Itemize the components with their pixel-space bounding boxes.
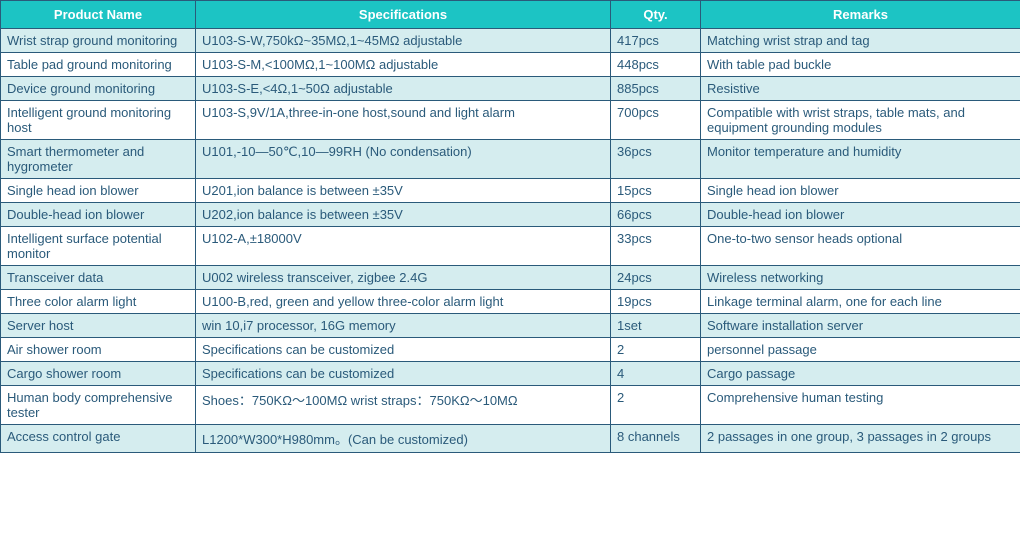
table-row: Intelligent ground monitoring hostU103-S… [1,101,1020,140]
cell-rem: Resistive [701,77,1020,101]
cell-qty: 36pcs [611,140,701,179]
cell-qty: 66pcs [611,203,701,227]
table-row: Air shower roomSpecifications can be cus… [1,338,1020,362]
cell-qty: 2 [611,386,701,425]
cell-name: Intelligent surface potential monitor [1,227,196,266]
cell-spec: Specifications can be customized [196,338,611,362]
table-row: Single head ion blowerU201,ion balance i… [1,179,1020,203]
cell-qty: 700pcs [611,101,701,140]
cell-spec: U103-S,9V/1A,three-in-one host,sound and… [196,101,611,140]
table-row: Device ground monitoringU103-S-E,<4Ω,1~5… [1,77,1020,101]
cell-name: Smart thermometer and hygrometer [1,140,196,179]
table-row: Wrist strap ground monitoringU103-S-W,75… [1,29,1020,53]
col-header-qty: Qty. [611,1,701,29]
cell-spec: Specifications can be customized [196,362,611,386]
cell-qty: 2 [611,338,701,362]
cell-name: Server host [1,314,196,338]
cell-rem: Wireless networking [701,266,1020,290]
cell-spec: U002 wireless transceiver, zigbee 2.4G [196,266,611,290]
cell-rem: Double-head ion blower [701,203,1020,227]
cell-qty: 19pcs [611,290,701,314]
table-row: Transceiver dataU002 wireless transceive… [1,266,1020,290]
cell-spec: U103-S-M,<100MΩ,1~100MΩ adjustable [196,53,611,77]
table-row: Access control gateL1200*W300*H980mm。(Ca… [1,425,1020,453]
cell-spec: U101,-10—50℃,10—99RH (No condensation) [196,140,611,179]
table-row: Double-head ion blowerU202,ion balance i… [1,203,1020,227]
cell-spec: L1200*W300*H980mm。(Can be customized) [196,425,611,453]
col-header-specifications: Specifications [196,1,611,29]
cell-name: Transceiver data [1,266,196,290]
cell-rem: Single head ion blower [701,179,1020,203]
cell-rem: Comprehensive human testing [701,386,1020,425]
cell-qty: 15pcs [611,179,701,203]
cell-qty: 24pcs [611,266,701,290]
product-spec-table: Product Name Specifications Qty. Remarks… [0,0,1020,453]
table-row: Smart thermometer and hygrometerU101,-10… [1,140,1020,179]
cell-name: Table pad ground monitoring [1,53,196,77]
table-row: Intelligent surface potential monitorU10… [1,227,1020,266]
cell-rem: With table pad buckle [701,53,1020,77]
cell-rem: Linkage terminal alarm, one for each lin… [701,290,1020,314]
cell-qty: 8 channels [611,425,701,453]
cell-spec: U202,ion balance is between ±35V [196,203,611,227]
cell-qty: 885pcs [611,77,701,101]
cell-rem: One-to-two sensor heads optional [701,227,1020,266]
table-row: Server hostwin 10,i7 processor, 16G memo… [1,314,1020,338]
cell-name: Human body comprehensive tester [1,386,196,425]
table-header-row: Product Name Specifications Qty. Remarks [1,1,1020,29]
col-header-remarks: Remarks [701,1,1020,29]
cell-name: Device ground monitoring [1,77,196,101]
cell-qty: 417pcs [611,29,701,53]
cell-spec: U103-S-W,750kΩ~35MΩ,1~45MΩ adjustable [196,29,611,53]
cell-rem: Monitor temperature and humidity [701,140,1020,179]
cell-qty: 448pcs [611,53,701,77]
cell-spec: U201,ion balance is between ±35V [196,179,611,203]
col-header-product-name: Product Name [1,1,196,29]
table-row: Cargo shower roomSpecifications can be c… [1,362,1020,386]
cell-qty: 4 [611,362,701,386]
cell-spec: U102-A,±18000V [196,227,611,266]
table-row: Three color alarm lightU100-B,red, green… [1,290,1020,314]
cell-rem: 2 passages in one group, 3 passages in 2… [701,425,1020,453]
cell-name: Double-head ion blower [1,203,196,227]
cell-rem: Cargo passage [701,362,1020,386]
cell-name: Air shower room [1,338,196,362]
cell-name: Three color alarm light [1,290,196,314]
cell-rem: Software installation server [701,314,1020,338]
cell-rem: Matching wrist strap and tag [701,29,1020,53]
table-body: Wrist strap ground monitoringU103-S-W,75… [1,29,1020,453]
cell-spec: Shoes：750KΩ～100MΩ wrist straps：750KΩ～10M… [196,386,611,425]
cell-name: Wrist strap ground monitoring [1,29,196,53]
table-row: Human body comprehensive testerShoes：750… [1,386,1020,425]
cell-rem: Compatible with wrist straps, table mats… [701,101,1020,140]
cell-name: Cargo shower room [1,362,196,386]
cell-qty: 1set [611,314,701,338]
cell-name: Single head ion blower [1,179,196,203]
cell-spec: win 10,i7 processor, 16G memory [196,314,611,338]
cell-name: Intelligent ground monitoring host [1,101,196,140]
cell-name: Access control gate [1,425,196,453]
cell-spec: U100-B,red, green and yellow three-color… [196,290,611,314]
cell-qty: 33pcs [611,227,701,266]
cell-spec: U103-S-E,<4Ω,1~50Ω adjustable [196,77,611,101]
cell-rem: personnel passage [701,338,1020,362]
table-row: Table pad ground monitoringU103-S-M,<100… [1,53,1020,77]
